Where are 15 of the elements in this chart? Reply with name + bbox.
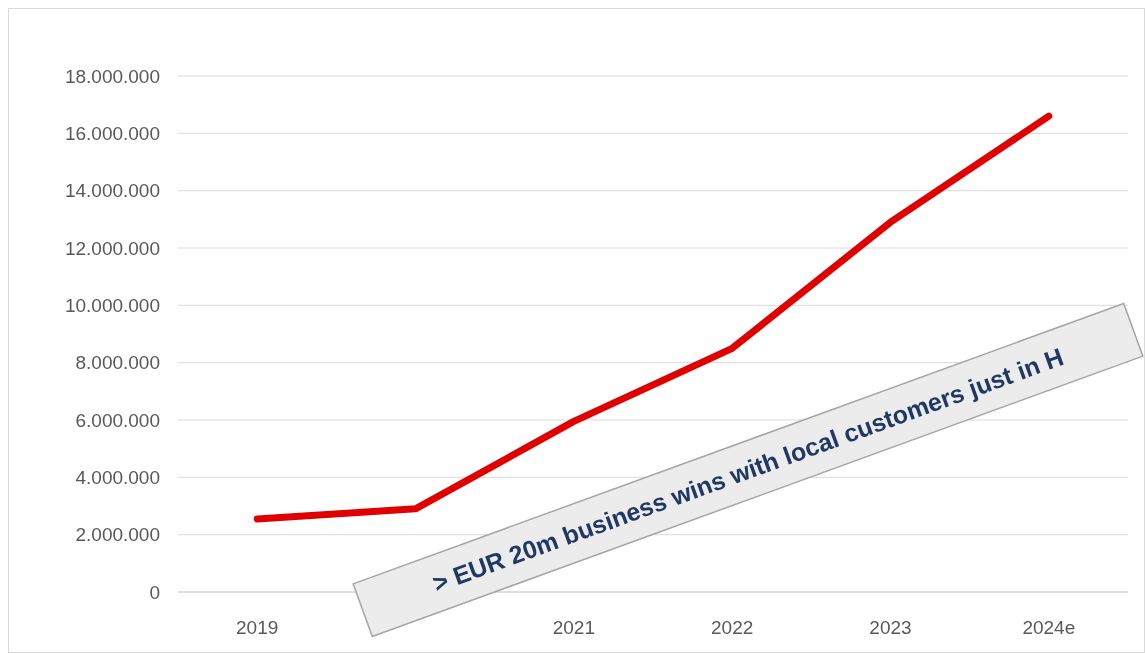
y-tick-label: 6.000.000 [75,409,160,431]
y-tick-label: 0 [149,581,160,603]
y-tick-label: 12.000.000 [64,237,160,259]
y-tick-label: 4.000.000 [75,466,160,488]
y-tick-label: 10.000.000 [64,294,160,316]
x-tick-label: 2023 [869,617,912,638]
x-tick-label: 2024e [1022,617,1076,638]
x-tick-label: 2022 [711,617,754,638]
y-tick-label: 18.000.000 [64,65,160,87]
x-tick-label: 2021 [552,617,595,638]
y-tick-label: 8.000.000 [75,352,160,374]
y-tick-label: 14.000.000 [64,180,160,202]
y-tick-label: 2.000.000 [75,524,160,546]
x-tick-label: 2019 [236,617,279,638]
y-tick-label: 16.000.000 [64,122,160,144]
